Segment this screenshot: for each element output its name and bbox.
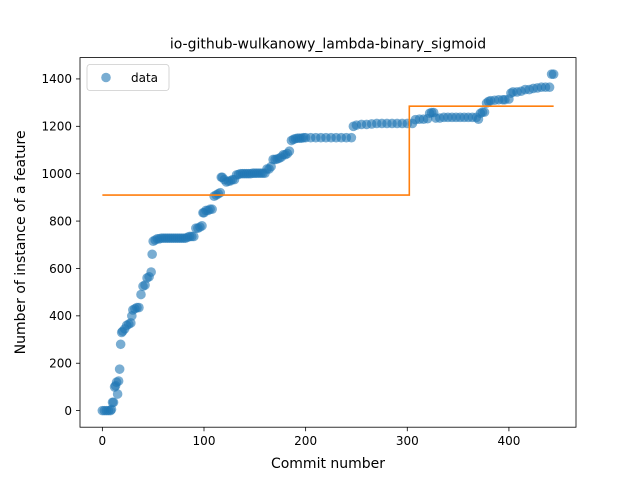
y-tick-label: 600 [49,262,72,276]
data-point [114,364,125,374]
data-point [146,267,156,277]
data-point [112,389,123,399]
y-tick-label: 1000 [41,167,72,181]
y-tick-label: 400 [49,309,72,323]
data-point [479,107,490,117]
x-tick-label: 0 [99,434,107,448]
plot-area [97,69,559,416]
legend: data [86,64,170,91]
x-axis-ticks: 0 100 200 300 400 [99,427,520,448]
data-point [346,132,357,143]
x-tick-label: 200 [294,434,317,448]
x-axis-label: Commit number [271,456,385,472]
data-point [113,376,124,386]
y-axis-label: Number of instance of a feature [13,130,29,354]
legend-label-data: data [131,71,158,85]
data-point [215,187,226,198]
y-tick-label: 800 [49,214,72,228]
x-tick-label: 300 [396,434,419,448]
data-point [136,289,146,300]
y-tick-label: 1400 [41,72,72,86]
data-point [126,318,136,328]
y-axis-ticks: 0 200 400 600 800 1000 1200 1400 [41,72,80,418]
y-tick-label: 0 [64,404,72,418]
data-point [115,339,126,350]
data-point [134,302,144,313]
x-tick-label: 400 [497,434,520,448]
data-point [544,82,555,93]
data-point [548,69,559,79]
legend-marker-data [101,72,111,83]
data-point [108,397,119,408]
legend-box [86,64,170,91]
axes-frame [79,57,577,428]
data-point [189,231,199,242]
x-tick-label: 100 [193,434,216,448]
y-tick-label: 200 [49,357,72,371]
data-point [207,204,217,215]
chart-title: io-github-wulkanowy_lambda-binary_sigmoi… [170,37,486,53]
data-point [284,146,295,156]
data-point [147,249,157,260]
y-tick-label: 1200 [41,120,72,134]
data-point [197,221,207,231]
fit-line [102,105,554,196]
